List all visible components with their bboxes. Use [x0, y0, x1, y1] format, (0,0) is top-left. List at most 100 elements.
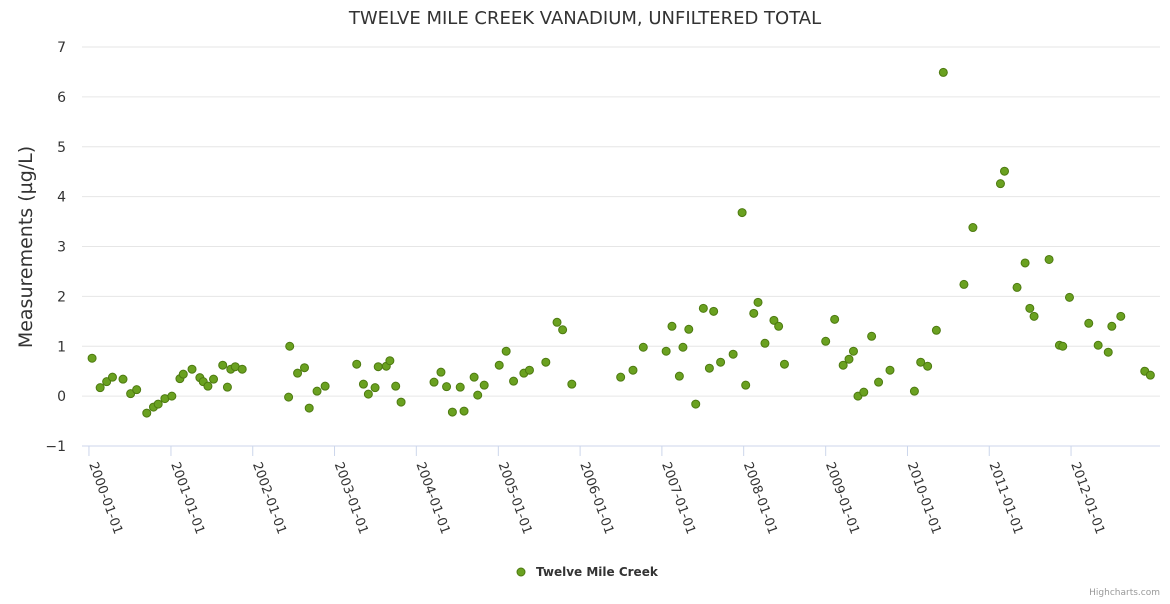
data-point[interactable] [1064, 292, 1074, 302]
data-point[interactable] [716, 357, 726, 367]
data-point[interactable] [959, 279, 969, 289]
data-point[interactable] [867, 331, 877, 341]
data-point[interactable] [1044, 254, 1054, 264]
data-point[interactable] [541, 357, 551, 367]
data-point[interactable] [178, 369, 188, 379]
data-point[interactable] [931, 325, 941, 335]
data-point[interactable] [494, 360, 504, 370]
data-point[interactable] [373, 362, 383, 372]
data-point[interactable] [237, 364, 247, 374]
data-point[interactable] [916, 357, 926, 367]
data-point[interactable] [728, 349, 738, 359]
data-point[interactable] [968, 223, 978, 233]
data-point[interactable] [638, 342, 648, 352]
data-point[interactable] [1093, 340, 1103, 350]
data-point[interactable] [698, 303, 708, 313]
data-point[interactable] [203, 381, 213, 391]
data-point[interactable] [455, 382, 465, 392]
data-point[interactable] [838, 360, 848, 370]
data-point[interactable] [363, 389, 373, 399]
data-point[interactable] [874, 377, 884, 387]
data-point[interactable] [769, 315, 779, 325]
data-point[interactable] [509, 376, 519, 386]
data-point[interactable] [859, 387, 869, 397]
data-point[interactable] [187, 364, 197, 374]
data-point[interactable] [304, 403, 314, 413]
data-point[interactable] [95, 383, 105, 393]
data-point[interactable] [923, 361, 933, 371]
data-point[interactable] [469, 372, 479, 382]
data-point[interactable] [442, 382, 452, 392]
data-point[interactable] [391, 381, 401, 391]
data-point[interactable] [222, 382, 232, 392]
data-point[interactable] [830, 314, 840, 324]
data-point[interactable] [938, 67, 948, 77]
data-point[interactable] [429, 377, 439, 387]
data-point[interactable] [999, 166, 1009, 176]
data-point[interactable] [1107, 321, 1117, 331]
data-point[interactable] [844, 354, 854, 364]
data-point[interactable] [821, 336, 831, 346]
data-point[interactable] [678, 342, 688, 352]
data-point[interactable] [1116, 311, 1126, 321]
data-point[interactable] [1012, 282, 1022, 292]
data-point[interactable] [473, 390, 483, 400]
data-point[interactable] [447, 407, 457, 417]
legend-label[interactable]: Twelve Mile Creek [536, 565, 659, 579]
data-point[interactable] [558, 325, 568, 335]
data-point[interactable] [684, 324, 694, 334]
data-point[interactable] [760, 338, 770, 348]
data-point[interactable] [370, 383, 380, 393]
data-point[interactable] [749, 308, 759, 318]
data-point[interactable] [1103, 347, 1113, 357]
data-point[interactable] [885, 365, 895, 375]
data-point[interactable] [667, 321, 677, 331]
data-point[interactable] [167, 391, 177, 401]
legend[interactable]: Twelve Mile Creek [516, 565, 659, 579]
data-point[interactable] [1020, 258, 1030, 268]
data-point[interactable] [1029, 311, 1039, 321]
data-point[interactable] [567, 379, 577, 389]
data-point[interactable] [709, 306, 719, 316]
data-point[interactable] [209, 374, 219, 384]
data-point[interactable] [1084, 318, 1094, 328]
legend-marker[interactable] [516, 567, 526, 577]
data-point[interactable] [628, 365, 638, 375]
data-point[interactable] [396, 397, 406, 407]
data-point[interactable] [741, 380, 751, 390]
data-point[interactable] [674, 371, 684, 381]
data-point[interactable] [1058, 341, 1068, 351]
data-point[interactable] [704, 363, 714, 373]
data-point[interactable] [320, 381, 330, 391]
data-point[interactable] [436, 367, 446, 377]
data-point[interactable] [87, 353, 97, 363]
data-point[interactable] [459, 406, 469, 416]
data-point[interactable] [358, 379, 368, 389]
data-point[interactable] [501, 346, 511, 356]
data-point[interactable] [293, 368, 303, 378]
data-point[interactable] [312, 386, 322, 396]
data-point[interactable] [385, 356, 395, 366]
data-point[interactable] [753, 297, 763, 307]
data-point[interactable] [300, 363, 310, 373]
data-point[interactable] [1145, 370, 1155, 380]
data-point[interactable] [352, 359, 362, 369]
data-point[interactable] [285, 341, 295, 351]
data-point[interactable] [779, 359, 789, 369]
data-point[interactable] [995, 179, 1005, 189]
data-point[interactable] [118, 374, 128, 384]
data-point[interactable] [552, 317, 562, 327]
data-point[interactable] [479, 380, 489, 390]
data-point[interactable] [737, 208, 747, 218]
series-twelve-mile-creek[interactable] [87, 67, 1155, 418]
data-point[interactable] [524, 365, 534, 375]
data-point[interactable] [691, 399, 701, 409]
data-point[interactable] [153, 399, 163, 409]
data-point[interactable] [661, 346, 671, 356]
data-point[interactable] [1025, 303, 1035, 313]
data-point[interactable] [218, 360, 228, 370]
data-point[interactable] [284, 392, 294, 402]
data-point[interactable] [909, 386, 919, 396]
data-point[interactable] [107, 372, 117, 382]
data-point[interactable] [142, 408, 152, 418]
